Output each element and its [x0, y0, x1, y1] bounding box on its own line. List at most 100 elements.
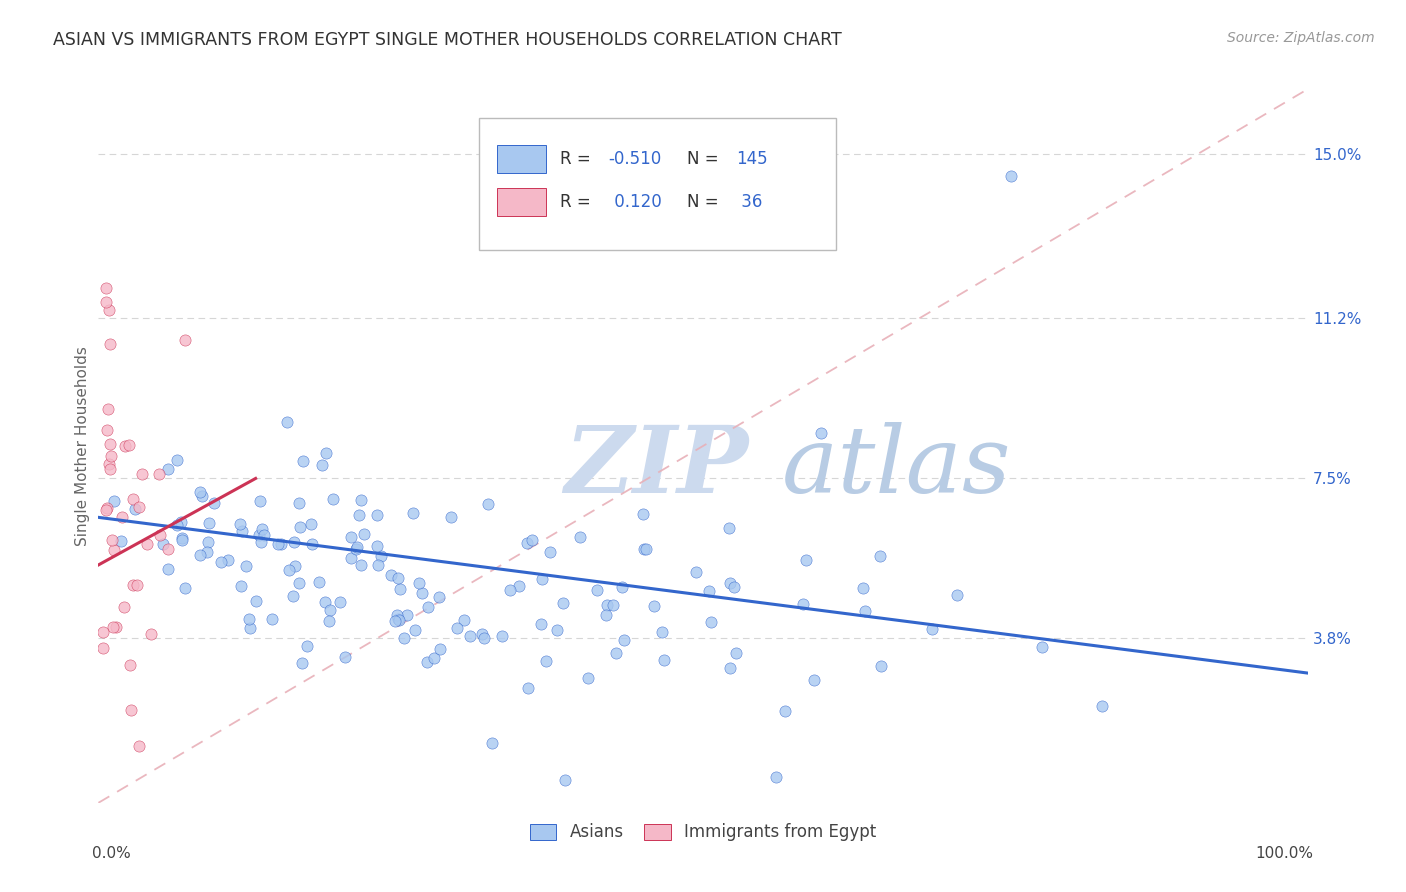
Point — [202, 496, 225, 510]
Point — [481, 736, 503, 750]
Point — [148, 467, 170, 481]
Point — [724, 646, 747, 660]
Point — [869, 549, 891, 563]
Point — [270, 537, 292, 551]
Point — [94, 280, 117, 294]
Point — [411, 586, 433, 600]
Point — [387, 612, 409, 626]
Point — [388, 582, 411, 597]
Point — [188, 548, 211, 562]
Point — [718, 660, 741, 674]
Point — [93, 640, 115, 655]
Point — [238, 612, 260, 626]
Point — [190, 489, 212, 503]
Point — [276, 415, 298, 429]
Point — [380, 567, 402, 582]
Point — [921, 622, 943, 636]
Point — [166, 453, 188, 467]
Point — [94, 295, 117, 310]
Point — [385, 607, 408, 622]
Point — [281, 589, 304, 603]
Point — [173, 333, 195, 347]
Point — [491, 629, 513, 643]
Point — [530, 573, 553, 587]
Point — [157, 462, 180, 476]
Text: -0.510: -0.510 — [609, 150, 662, 168]
Text: 145: 145 — [735, 150, 768, 168]
Point — [114, 438, 136, 452]
Point — [318, 614, 340, 628]
Point — [247, 528, 270, 542]
Point — [139, 627, 162, 641]
Point — [314, 595, 336, 609]
Point — [311, 458, 333, 473]
Point — [402, 506, 425, 520]
Point — [1091, 698, 1114, 713]
Point — [602, 598, 624, 612]
Point — [209, 555, 232, 569]
Point — [110, 533, 132, 548]
Point — [245, 594, 267, 608]
Point — [295, 639, 318, 653]
Point — [98, 462, 121, 476]
Point — [613, 632, 636, 647]
Point — [98, 436, 121, 450]
Point — [387, 571, 409, 585]
Point — [97, 402, 120, 417]
Point — [152, 537, 174, 551]
Point — [91, 625, 114, 640]
Point — [408, 575, 430, 590]
Point — [111, 510, 134, 524]
Point — [367, 558, 389, 572]
Point — [631, 507, 654, 521]
Point — [118, 438, 141, 452]
Point — [315, 446, 337, 460]
Text: 36: 36 — [735, 193, 762, 211]
Point — [554, 773, 576, 788]
Y-axis label: Single Mother Households: Single Mother Households — [75, 346, 90, 546]
Text: N =: N = — [688, 150, 724, 168]
Point — [610, 580, 633, 594]
Point — [250, 522, 273, 536]
Point — [308, 575, 330, 590]
Point — [283, 534, 305, 549]
Point — [195, 545, 218, 559]
Point — [344, 542, 367, 557]
Point — [149, 528, 172, 542]
Point — [595, 607, 617, 622]
Point — [94, 503, 117, 517]
Point — [291, 656, 314, 670]
Point — [792, 597, 814, 611]
Point — [267, 537, 290, 551]
Point — [127, 578, 149, 592]
Point — [249, 494, 271, 508]
Point — [156, 562, 179, 576]
Point — [198, 516, 221, 530]
Point — [340, 530, 363, 544]
Text: Source: ZipAtlas.com: Source: ZipAtlas.com — [1227, 31, 1375, 45]
Text: R =: R = — [561, 150, 596, 168]
Point — [229, 517, 252, 532]
Point — [174, 581, 197, 595]
Point — [122, 491, 145, 506]
Point — [416, 600, 439, 615]
Point — [350, 558, 373, 572]
Point — [366, 539, 388, 553]
Point — [416, 655, 439, 669]
Point — [773, 704, 796, 718]
Point — [128, 500, 150, 514]
Text: ASIAN VS IMMIGRANTS FROM EGYPT SINGLE MOTHER HOUSEHOLDS CORRELATION CHART: ASIAN VS IMMIGRANTS FROM EGYPT SINGLE MO… — [53, 31, 842, 49]
Point — [429, 641, 451, 656]
Point — [112, 600, 135, 615]
Point — [471, 627, 494, 641]
Point — [124, 501, 146, 516]
Text: 100.0%: 100.0% — [1256, 846, 1313, 861]
Point — [546, 624, 568, 638]
Point — [235, 558, 257, 573]
Point — [170, 515, 193, 529]
Point — [517, 681, 540, 695]
Point — [217, 553, 239, 567]
Point — [172, 533, 194, 548]
Point — [353, 526, 375, 541]
Point — [388, 613, 411, 627]
